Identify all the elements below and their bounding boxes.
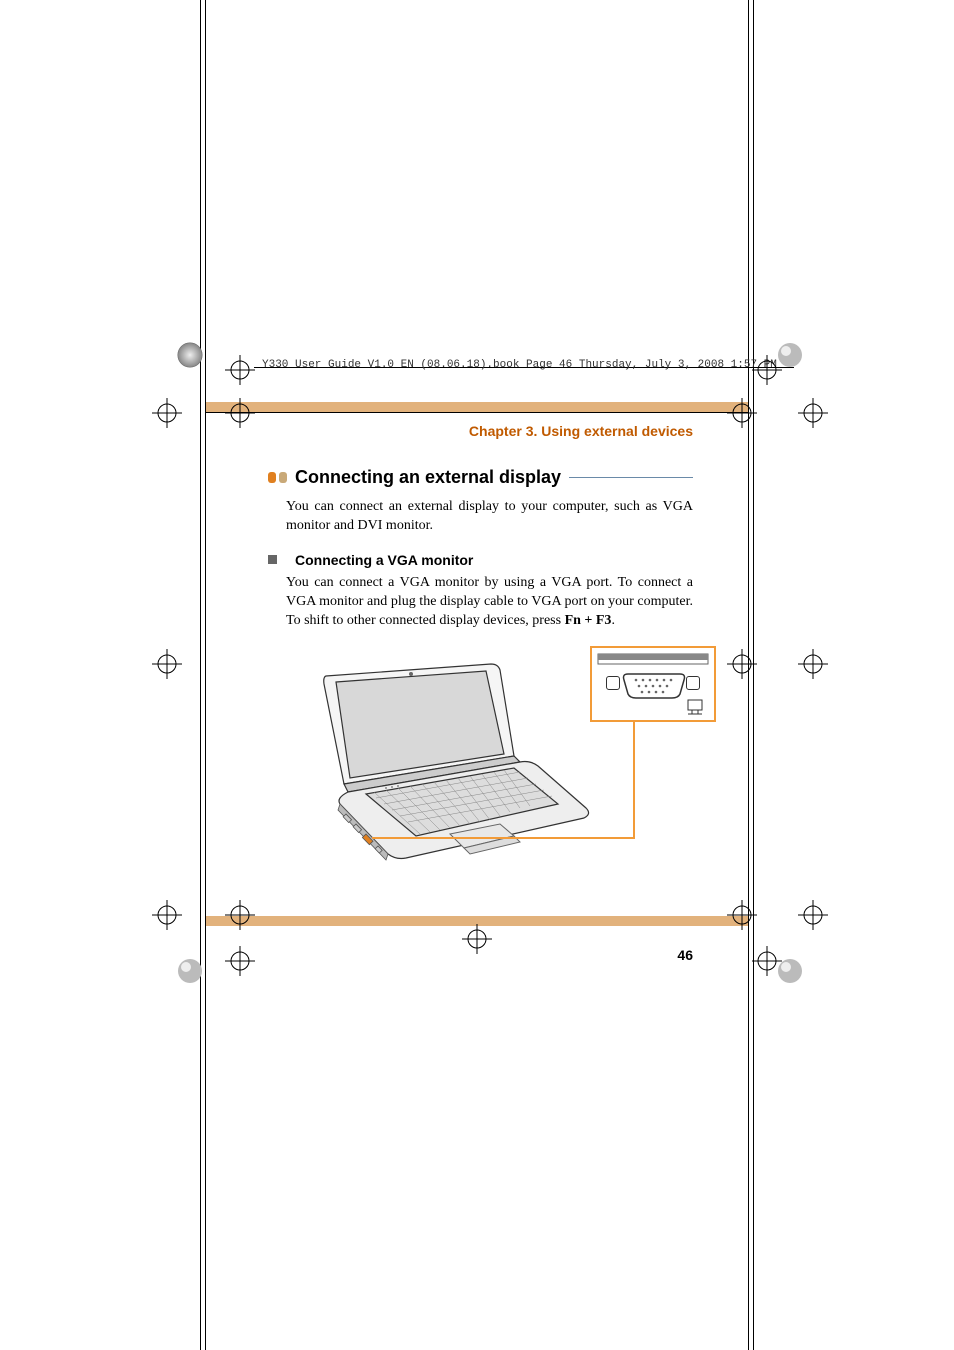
heading2-square-icon xyxy=(268,555,277,564)
body-paragraph-2: You can connect a VGA monitor by using a… xyxy=(286,574,693,631)
crosshair-br2 xyxy=(798,900,828,930)
reg-mark-bl-sphere xyxy=(175,956,205,986)
crosshair-bbr xyxy=(752,946,782,976)
color-bar-top xyxy=(206,402,748,412)
crosshair-bc xyxy=(462,924,492,954)
crosshair-bl2 xyxy=(225,900,255,930)
crosshair-mr2 xyxy=(798,649,828,679)
body2-text-b: . xyxy=(611,613,615,628)
crosshair-tr xyxy=(752,355,782,385)
crosshair-br xyxy=(727,900,757,930)
heading2-row: Connecting a VGA monitor xyxy=(268,552,693,568)
crosshair-bbl xyxy=(225,946,255,976)
intro-paragraph: You can connect an external display to y… xyxy=(286,498,693,536)
print-rule-left xyxy=(200,0,206,1350)
crosshair-tr2 xyxy=(225,398,255,428)
crosshair-tl2 xyxy=(152,398,182,428)
crosshair-mr xyxy=(727,649,757,679)
crosshair-bl xyxy=(152,900,182,930)
vga-screw-left xyxy=(606,676,620,690)
vga-screw-right xyxy=(686,676,700,690)
chapter-heading: Chapter 3. Using external devices xyxy=(268,423,693,439)
bullet-orange xyxy=(268,472,276,483)
bullet-tan xyxy=(279,472,287,483)
crosshair-tr4 xyxy=(798,398,828,428)
crosshair-tr3 xyxy=(727,398,757,428)
crosshair-ml xyxy=(152,649,182,679)
vga-callout-box xyxy=(590,646,716,722)
heading1-rule xyxy=(569,477,693,478)
keycap-fn-f3: Fn + F3 xyxy=(565,613,612,628)
body2-text-a: You can connect a VGA monitor by using a… xyxy=(286,575,693,628)
heading1-bullets xyxy=(268,472,287,483)
heading1-text: Connecting an external display xyxy=(295,467,561,488)
page-content: Chapter 3. Using external devices Connec… xyxy=(268,423,693,893)
laptop-illustration xyxy=(286,656,606,866)
heading2-text: Connecting a VGA monitor xyxy=(295,552,473,568)
crosshair-tl xyxy=(225,355,255,385)
heading1-row: Connecting an external display xyxy=(268,467,693,488)
reg-mark-tl-sphere xyxy=(175,340,205,370)
header-rule-mid xyxy=(206,412,748,413)
page-number: 46 xyxy=(677,947,693,963)
book-header-text: Y330 User Guide V1.0 EN (08.06.18).book … xyxy=(262,359,777,371)
laptop-figure xyxy=(286,646,706,861)
